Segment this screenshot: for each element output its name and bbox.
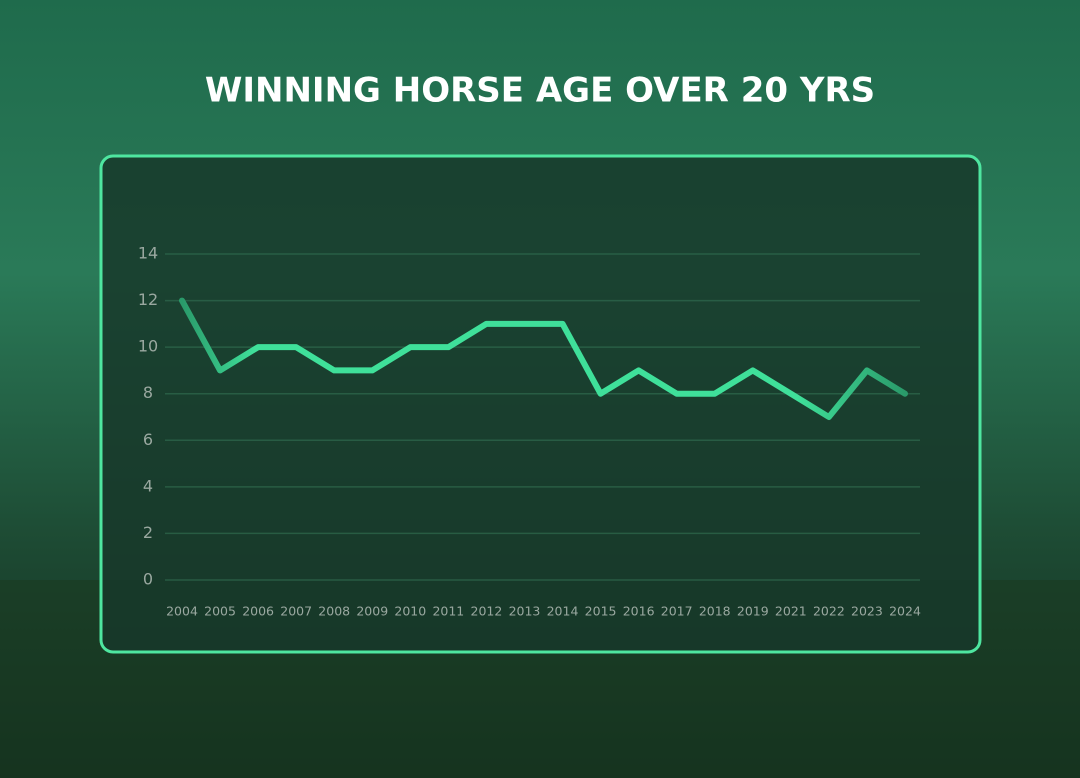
x-tick-label: 2022 xyxy=(813,604,845,619)
y-tick-label: 0 xyxy=(143,570,153,589)
panel xyxy=(99,154,982,654)
x-tick-label: 2013 xyxy=(509,604,541,619)
y-tick-label: 10 xyxy=(138,337,158,356)
x-tick-label: 2014 xyxy=(547,604,579,619)
x-tick-label: 2009 xyxy=(356,604,388,619)
x-tick-label: 2016 xyxy=(623,604,655,619)
x-tick-label: 2007 xyxy=(280,604,312,619)
y-tick-label: 6 xyxy=(143,430,153,449)
y-tick-label: 12 xyxy=(138,290,158,309)
x-tick-label: 2008 xyxy=(318,604,350,619)
y-tick-label: 4 xyxy=(143,476,153,495)
x-tick-label: 2010 xyxy=(394,604,426,619)
y-tick-label: 14 xyxy=(138,244,158,263)
x-tick-label: 2024 xyxy=(889,604,921,619)
x-tick-label: 2006 xyxy=(242,604,274,619)
data-line xyxy=(179,297,908,420)
x-tick-label: 2017 xyxy=(661,604,693,619)
x-tick-label: 2011 xyxy=(432,604,464,619)
chart-title: WINNING HORSE AGE OVER 20 YRS xyxy=(205,71,875,111)
x-tick-label: 2019 xyxy=(737,604,769,619)
x-tick-label: 2004 xyxy=(166,604,198,619)
x-tick-label: 2021 xyxy=(775,604,807,619)
y-tick-label: 8 xyxy=(143,383,153,402)
x-tick-label: 2023 xyxy=(851,604,883,619)
x-tick-label: 2015 xyxy=(585,604,617,619)
x-tick-label: 2012 xyxy=(471,604,503,619)
x-tick-label: 2005 xyxy=(204,604,236,619)
y-tick-label: 2 xyxy=(143,523,153,542)
x-tick-label: 2018 xyxy=(699,604,731,619)
